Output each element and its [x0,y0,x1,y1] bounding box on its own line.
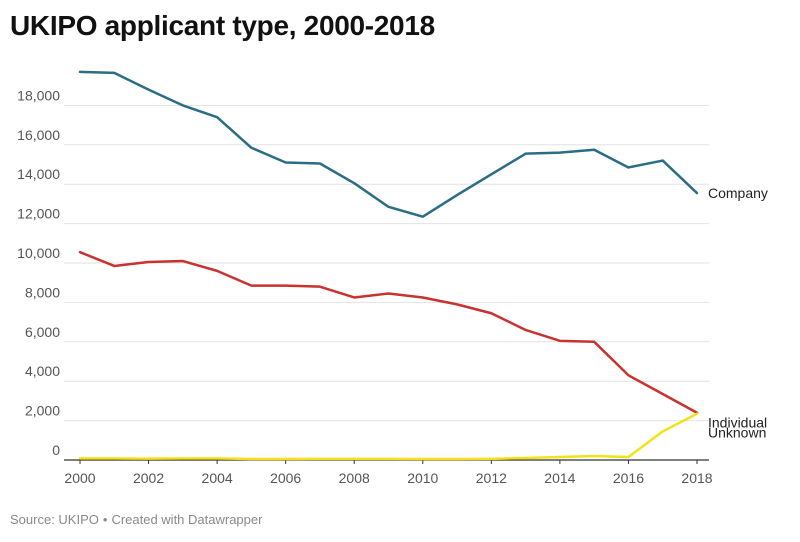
gridlines [64,104,709,461]
y-tick-label: 10,000 [17,245,60,261]
y-tick-label: 14,000 [17,166,60,182]
y-tick-label: 2,000 [25,403,60,419]
x-tick-label: 2000 [64,470,95,486]
source-text: Source: UKIPO [10,512,99,527]
x-tick-label: 2006 [270,470,301,486]
x-tick-label: 2008 [339,470,370,486]
y-tick-label: 18,000 [17,87,60,103]
y-tick-label: 8,000 [25,284,60,300]
y-tick-label: 4,000 [25,363,60,379]
x-tick-label: 2012 [476,470,507,486]
y-axis-ticks: 0 2,000 4,000 6,000 8,000 10,000 12,000 14,000 1… [17,87,60,458]
footer-separator: • [102,512,108,527]
series-label-individual: Individual [708,415,767,431]
y-tick-label: 0 [52,442,60,458]
series-line-company [78,70,699,218]
series-label-company: Company [708,185,768,201]
x-tick-label: 2002 [133,470,164,486]
series-lines [78,70,699,461]
series-label-unknown: Unknown [708,425,766,441]
chart-title: UKIPO applicant type, 2000-2018 [10,10,435,41]
x-tick-label: 2016 [613,470,644,486]
x-tick-label: 2010 [407,470,438,486]
y-tick-label: 6,000 [25,324,60,340]
y-tick-label: 12,000 [17,206,60,222]
x-axis-ticks: 2000 2002 2004 2006 2008 2010 2012 2014 2016 2018 [64,460,713,486]
created-with-text: Created with Datawrapper [111,512,263,527]
x-tick-label: 2004 [202,470,233,486]
series-line-unknown [78,412,699,461]
x-tick-label: 2018 [681,470,712,486]
series-line-individual [78,250,699,414]
x-tick-label: 2014 [544,470,575,486]
chart-footer: Source: UKIPO • Created with Datawrapper [10,512,262,527]
y-tick-label: 16,000 [17,127,60,143]
